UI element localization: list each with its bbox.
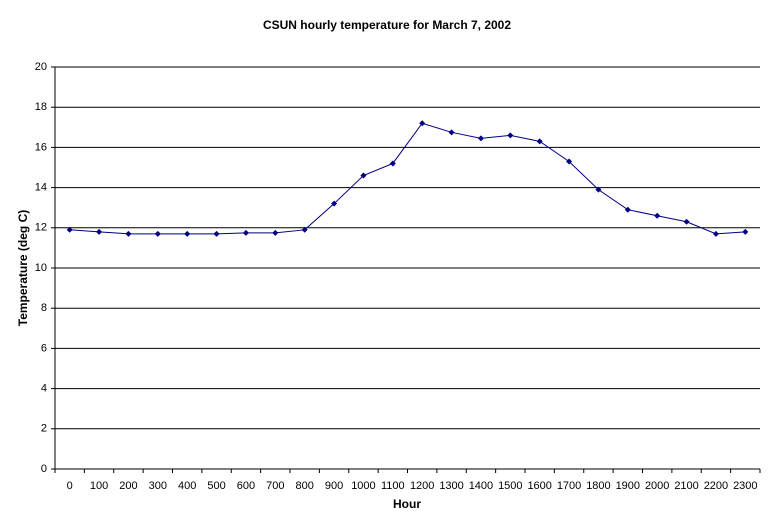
x-tick-label: 500	[207, 480, 225, 492]
x-tick-label: 1600	[527, 480, 551, 492]
marker	[66, 226, 73, 233]
y-tick-label: 18	[35, 101, 47, 113]
x-tick-label: 700	[266, 480, 284, 492]
marker	[389, 160, 396, 167]
y-tick-label: 16	[35, 141, 47, 153]
x-tick-label: 100	[90, 480, 108, 492]
y-tick-label: 6	[41, 342, 47, 354]
x-tick-label: 1700	[557, 480, 581, 492]
y-tick-label: 0	[41, 463, 47, 475]
chart-title: CSUN hourly temperature for March 7, 200…	[263, 18, 511, 32]
x-tick-label: 0	[67, 480, 73, 492]
line	[69, 122, 746, 235]
marker	[419, 120, 426, 127]
marker	[507, 132, 514, 139]
marker	[96, 228, 103, 235]
x-tick-label: 2100	[674, 480, 698, 492]
x-tick-label: 1800	[586, 480, 610, 492]
marker	[536, 138, 543, 145]
x-tick-label: 2000	[645, 480, 669, 492]
marker	[242, 229, 249, 236]
x-tick-label: 1500	[498, 480, 522, 492]
y-tick-label: 10	[35, 262, 47, 274]
x-tick-label: 800	[296, 480, 314, 492]
x-tick-label: 300	[149, 480, 167, 492]
x-tick-label: 400	[178, 480, 196, 492]
marker	[213, 230, 220, 237]
marker	[448, 129, 455, 136]
marker	[477, 135, 484, 142]
y-tick-label: 4	[41, 383, 47, 395]
x-tick-label: 2300	[733, 480, 757, 492]
marker	[301, 226, 308, 233]
marker	[624, 206, 631, 213]
x-tick-label: 200	[119, 480, 137, 492]
x-axis-label: Hour	[393, 497, 421, 511]
marker	[654, 212, 661, 219]
x-tick-label: 1300	[439, 480, 463, 492]
marker	[184, 230, 191, 237]
x-tick-label: 600	[237, 480, 255, 492]
y-tick-label: 8	[41, 302, 47, 314]
y-tick-label: 12	[35, 222, 47, 234]
marker	[272, 229, 279, 236]
marker	[360, 172, 367, 179]
marker	[566, 158, 573, 165]
y-tick-label: 2	[41, 423, 47, 435]
x-tick-label: 1200	[410, 480, 434, 492]
marker	[125, 230, 132, 237]
x-tick-label: 1000	[351, 480, 375, 492]
y-axis-label: Temperature (deg C)	[16, 210, 30, 326]
x-tick-label: 1100	[381, 480, 405, 492]
x-tick-label: 2200	[704, 480, 728, 492]
x-tick-label: 900	[325, 480, 343, 492]
marker	[742, 228, 749, 235]
marker	[595, 186, 602, 193]
marker	[683, 218, 690, 225]
x-tick-label: 1400	[469, 480, 493, 492]
y-tick-label: 14	[35, 182, 47, 194]
marker	[331, 200, 338, 207]
marker	[712, 230, 719, 237]
y-tick-label: 20	[35, 61, 47, 73]
marker	[154, 230, 161, 237]
x-tick-label: 1900	[616, 480, 640, 492]
